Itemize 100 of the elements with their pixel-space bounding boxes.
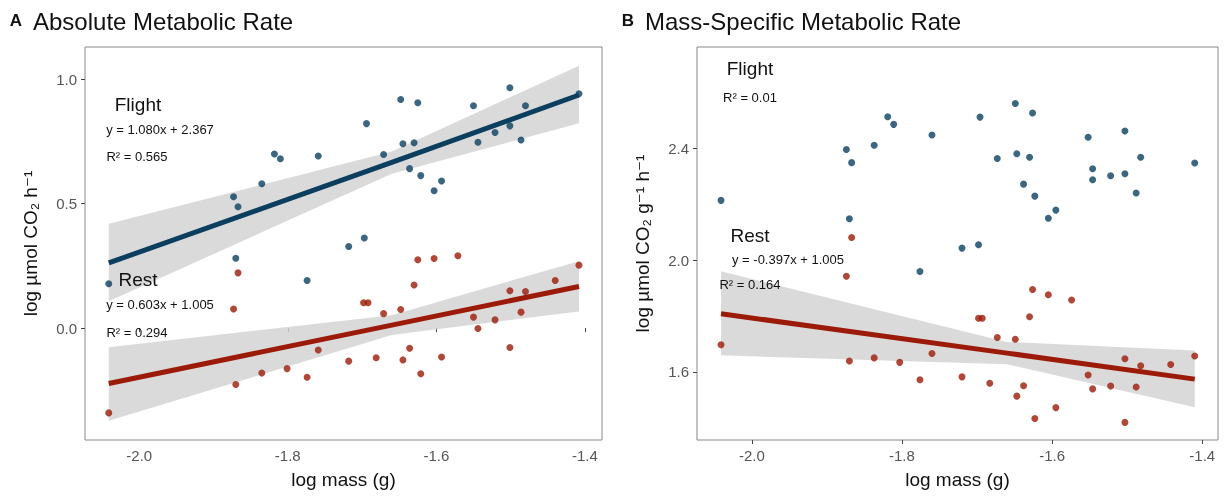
annotation: R² = 0.01 bbox=[723, 89, 777, 105]
point bbox=[916, 268, 924, 276]
x-axis-title: log mass (g) bbox=[905, 469, 1010, 490]
point bbox=[506, 343, 514, 351]
point bbox=[1052, 404, 1060, 412]
point bbox=[551, 277, 559, 285]
point bbox=[314, 346, 322, 354]
point bbox=[993, 333, 1001, 341]
point bbox=[717, 196, 725, 204]
point bbox=[1013, 392, 1021, 400]
x-tick-label: -1.8 bbox=[274, 447, 301, 464]
point bbox=[470, 102, 477, 110]
x-axis-title: log mass (g) bbox=[291, 469, 396, 490]
point bbox=[1044, 291, 1052, 299]
point bbox=[870, 354, 878, 362]
point bbox=[993, 154, 1001, 162]
annotation: R² = 0.294 bbox=[106, 324, 168, 340]
point bbox=[506, 287, 514, 295]
point bbox=[848, 234, 856, 241]
point bbox=[380, 150, 388, 158]
point bbox=[1084, 371, 1092, 379]
point bbox=[1026, 153, 1034, 161]
chart-title: Absolute Metabolic Rate bbox=[33, 7, 294, 35]
point bbox=[232, 381, 240, 389]
point bbox=[276, 155, 284, 163]
point bbox=[506, 122, 514, 130]
point bbox=[916, 376, 924, 384]
point bbox=[1011, 335, 1019, 343]
point bbox=[430, 254, 438, 262]
point bbox=[896, 358, 904, 366]
point bbox=[978, 314, 986, 322]
point bbox=[1020, 382, 1028, 390]
point bbox=[363, 120, 371, 128]
point bbox=[1044, 214, 1052, 222]
point bbox=[417, 172, 425, 180]
point bbox=[928, 349, 936, 357]
point bbox=[474, 138, 482, 146]
point bbox=[474, 325, 482, 333]
point bbox=[372, 354, 380, 362]
y-tick-label: 2.0 bbox=[668, 251, 689, 269]
point bbox=[399, 140, 407, 148]
point bbox=[842, 146, 850, 154]
point bbox=[364, 299, 372, 307]
chart-title: Mass-Specific Metabolic Rate bbox=[645, 7, 962, 35]
x-tick-label: -2.0 bbox=[126, 447, 153, 464]
point bbox=[491, 129, 499, 137]
annotation: Rest bbox=[118, 268, 159, 290]
y-tick-label: 1.0 bbox=[56, 70, 77, 88]
point bbox=[1132, 189, 1140, 197]
y-axis-title: log µmol CO₂ h⁻¹ bbox=[20, 170, 41, 317]
y-axis-title: log µmol CO₂ g⁻¹ h⁻¹ bbox=[632, 154, 653, 333]
point bbox=[1137, 153, 1145, 161]
point bbox=[454, 252, 462, 260]
point bbox=[258, 369, 266, 377]
point bbox=[303, 277, 311, 285]
point bbox=[430, 187, 438, 195]
point bbox=[1191, 352, 1199, 360]
annotation: R² = 0.565 bbox=[106, 148, 168, 164]
point bbox=[1029, 109, 1037, 117]
annotation: y = 1.080x + 2.367 bbox=[106, 121, 214, 137]
text: A bbox=[9, 10, 23, 30]
point bbox=[438, 177, 446, 185]
point bbox=[1089, 385, 1097, 393]
point bbox=[345, 242, 353, 250]
point bbox=[975, 241, 983, 249]
point bbox=[848, 159, 856, 167]
point bbox=[845, 215, 853, 223]
point bbox=[575, 90, 583, 98]
point bbox=[438, 353, 446, 361]
point bbox=[1052, 206, 1060, 214]
point bbox=[414, 99, 422, 107]
annotation: R² = 0.164 bbox=[719, 276, 781, 292]
x-tick-label: -1.6 bbox=[423, 447, 450, 464]
point bbox=[414, 256, 422, 264]
point bbox=[1089, 176, 1097, 184]
point bbox=[105, 409, 113, 417]
point bbox=[397, 305, 405, 313]
point bbox=[1132, 383, 1140, 391]
point bbox=[1121, 418, 1129, 426]
point bbox=[303, 373, 311, 381]
point bbox=[360, 234, 368, 242]
annotation: y = -0.397x + 1.005 bbox=[731, 251, 845, 267]
point bbox=[1020, 180, 1028, 188]
y-tick-label: 0.0 bbox=[56, 319, 77, 337]
point bbox=[406, 344, 414, 352]
point bbox=[890, 120, 898, 128]
point bbox=[884, 113, 892, 121]
x-tick-label: -1.4 bbox=[1189, 447, 1216, 464]
point bbox=[1121, 355, 1129, 363]
y-tick-label: 2.4 bbox=[668, 139, 689, 157]
point bbox=[397, 95, 405, 103]
point bbox=[506, 84, 514, 92]
x-tick-label: -1.4 bbox=[571, 447, 598, 464]
point bbox=[345, 357, 353, 365]
point bbox=[230, 305, 238, 313]
point bbox=[842, 272, 850, 280]
point bbox=[314, 152, 322, 160]
point bbox=[522, 102, 529, 110]
point bbox=[1011, 99, 1019, 107]
point bbox=[380, 310, 388, 318]
